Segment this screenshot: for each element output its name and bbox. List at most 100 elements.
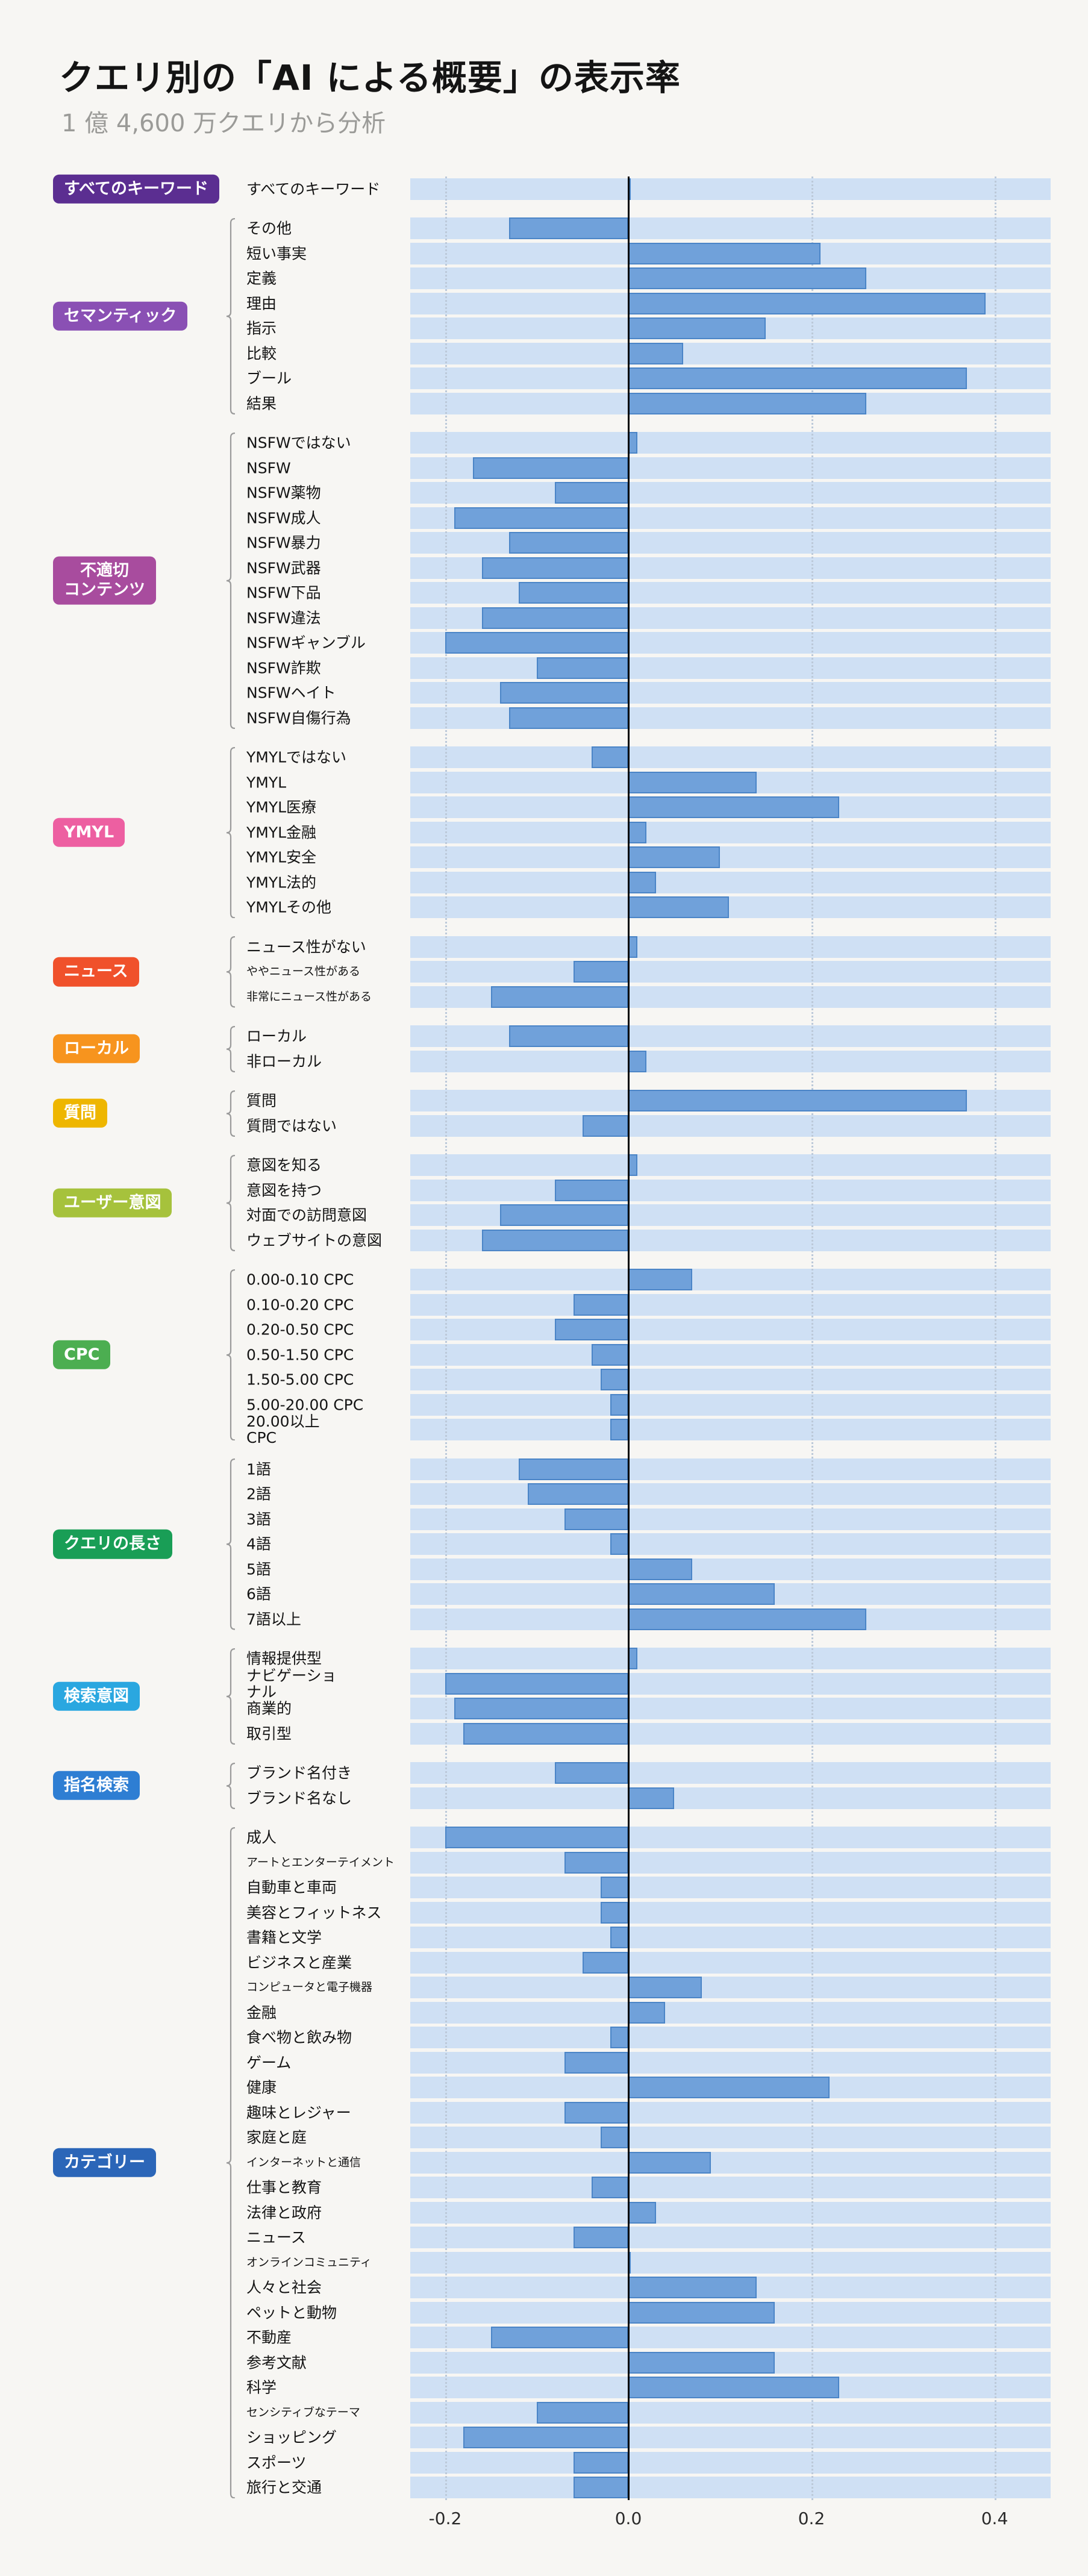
row-label: YMYL金融 (246, 824, 317, 842)
group-badge: カテゴリー (53, 2148, 156, 2177)
row-label: NSFWヘイト (246, 684, 336, 702)
row-bar (628, 1787, 674, 1809)
row-label: 金融 (246, 2004, 277, 2022)
row-label: その他 (246, 219, 292, 237)
row-bar (527, 1483, 628, 1505)
row-bar (628, 1269, 693, 1291)
row-bar (454, 1698, 628, 1720)
row-bar (628, 2001, 665, 2024)
group-brace (227, 1269, 236, 1440)
row-bar (628, 242, 821, 264)
row-label: 仕事と教育 (246, 2178, 322, 2196)
row-bar (509, 707, 628, 729)
row-label: 参考文献 (246, 2354, 307, 2372)
row-label: 理由 (246, 295, 277, 313)
row-bar (610, 1533, 628, 1555)
row-label: 結果 (246, 395, 277, 413)
row-label: 人々と社会 (246, 2278, 322, 2296)
row-bar (573, 2477, 628, 2499)
row-label: ビジネスと産業 (246, 1954, 352, 1972)
row-label: 20.00以上 CPC (246, 1413, 320, 1447)
group-badge: クエリの長さ (53, 1530, 172, 1559)
row-bar (445, 632, 628, 654)
row-label: NSFW自傷行為 (246, 709, 351, 727)
row-label: 定義 (246, 269, 277, 287)
row-band (410, 2101, 1051, 2124)
row-bar (610, 1419, 628, 1441)
row-bar (628, 367, 968, 390)
row-band (410, 1762, 1051, 1784)
row-label: YMYL法的 (246, 874, 317, 892)
row-band (410, 2027, 1051, 2049)
row-label: 科学 (246, 2378, 277, 2396)
row-bar (592, 1343, 628, 1366)
row-label: ゲーム (246, 2054, 292, 2072)
row-label: ややニュース性がある (246, 964, 361, 978)
row-label: 0.50-1.50 CPC (246, 1346, 354, 1364)
row-bar (573, 2227, 628, 2249)
row-label: NSFWギャンブル (246, 634, 366, 652)
row-bar (491, 986, 628, 1008)
row-bar (628, 821, 647, 843)
group-brace (227, 1025, 236, 1072)
row-label: YMYL医療 (246, 798, 317, 816)
row-band (410, 1533, 1051, 1555)
row-bar (481, 557, 628, 579)
row-band (410, 1369, 1051, 1391)
group-badge: ニュース (53, 957, 139, 987)
row-label: YMYLその他 (246, 898, 332, 916)
row-band (410, 821, 1051, 843)
row-bar (628, 871, 656, 893)
group-badge: 指名検索 (53, 1771, 140, 1801)
row-label: NSFWではない (246, 434, 351, 452)
row-label: 2語 (246, 1485, 271, 1503)
row-bar (445, 1827, 628, 1849)
group-brace (227, 1090, 236, 1137)
row-band (410, 2401, 1051, 2424)
row-band (410, 2251, 1051, 2274)
row-bar (491, 2327, 628, 2349)
row-band (410, 1977, 1051, 1999)
row-label: NSFW下品 (246, 584, 321, 602)
row-bar (445, 1672, 628, 1695)
axis-tick-label: 0.2 (798, 2509, 825, 2528)
row-band (410, 936, 1051, 958)
row-label: NSFW成人 (246, 509, 321, 527)
row-bar (628, 896, 730, 919)
row-label: YMYLではない (246, 748, 347, 766)
row-label: 6語 (246, 1585, 271, 1603)
row-bar (463, 1722, 628, 1745)
row-band (410, 1901, 1051, 1924)
row-label: 非ローカル (246, 1052, 322, 1071)
row-bar (628, 1558, 693, 1580)
row-band (410, 746, 1051, 769)
row-label: 食べ物と飲み物 (246, 2028, 352, 2046)
row-bar (610, 2027, 628, 2049)
row-bar (601, 1369, 628, 1391)
group-badge: CPC (53, 1340, 111, 1369)
group-badge: 不適切 コンテンツ (53, 556, 156, 605)
row-band (410, 178, 1051, 200)
row-band (410, 2227, 1051, 2249)
row-band (410, 217, 1051, 240)
group-brace (227, 936, 236, 1008)
row-bar (628, 846, 720, 869)
chart-area: すべてのキーワード すべてのキーワード その他 短い事実 定義 理由 指示 比較 ブール 結果 セマ… (0, 174, 1088, 2548)
row-label: NSFW違法 (246, 609, 321, 627)
row-band (410, 1419, 1051, 1441)
row-label: ペットと動物 (246, 2304, 337, 2322)
row-bar (573, 961, 628, 983)
row-label: 法律と政府 (246, 2204, 322, 2222)
row-bar (628, 267, 867, 290)
row-bar (628, 317, 766, 340)
row-band (410, 1851, 1051, 1874)
row-bar (592, 746, 628, 769)
row-bar (481, 607, 628, 629)
row-bar (628, 796, 839, 819)
row-bar (564, 2101, 628, 2124)
row-label: センシティブなテーマ (246, 2406, 360, 2419)
row-band (410, 1343, 1051, 1366)
row-label: 1語 (246, 1460, 271, 1478)
group-badge: ユーザー意図 (53, 1188, 172, 1218)
row-label: 比較 (246, 345, 277, 363)
